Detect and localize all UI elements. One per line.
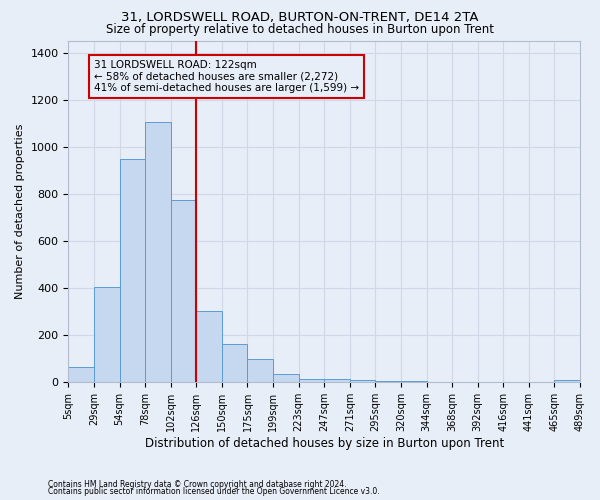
Bar bbox=[350, 380, 376, 382]
Y-axis label: Number of detached properties: Number of detached properties bbox=[15, 124, 25, 300]
Bar bbox=[273, 374, 299, 382]
Bar bbox=[119, 158, 145, 382]
Text: Contains public sector information licensed under the Open Government Licence v3: Contains public sector information licen… bbox=[48, 488, 380, 496]
Bar bbox=[196, 310, 222, 382]
Bar bbox=[68, 367, 94, 382]
Bar bbox=[94, 287, 119, 382]
Bar bbox=[171, 200, 196, 382]
Bar bbox=[145, 122, 171, 382]
Text: 31 LORDSWELL ROAD: 122sqm
← 58% of detached houses are smaller (2,272)
41% of se: 31 LORDSWELL ROAD: 122sqm ← 58% of detac… bbox=[94, 60, 359, 93]
Text: Contains HM Land Registry data © Crown copyright and database right 2024.: Contains HM Land Registry data © Crown c… bbox=[48, 480, 347, 489]
Bar bbox=[554, 380, 580, 382]
Bar bbox=[299, 379, 324, 382]
Text: 31, LORDSWELL ROAD, BURTON-ON-TRENT, DE14 2TA: 31, LORDSWELL ROAD, BURTON-ON-TRENT, DE1… bbox=[121, 12, 479, 24]
Bar bbox=[401, 381, 427, 382]
X-axis label: Distribution of detached houses by size in Burton upon Trent: Distribution of detached houses by size … bbox=[145, 437, 504, 450]
Bar bbox=[376, 381, 401, 382]
Text: Size of property relative to detached houses in Burton upon Trent: Size of property relative to detached ho… bbox=[106, 22, 494, 36]
Bar bbox=[324, 379, 350, 382]
Bar bbox=[247, 360, 273, 382]
Bar bbox=[222, 344, 247, 382]
